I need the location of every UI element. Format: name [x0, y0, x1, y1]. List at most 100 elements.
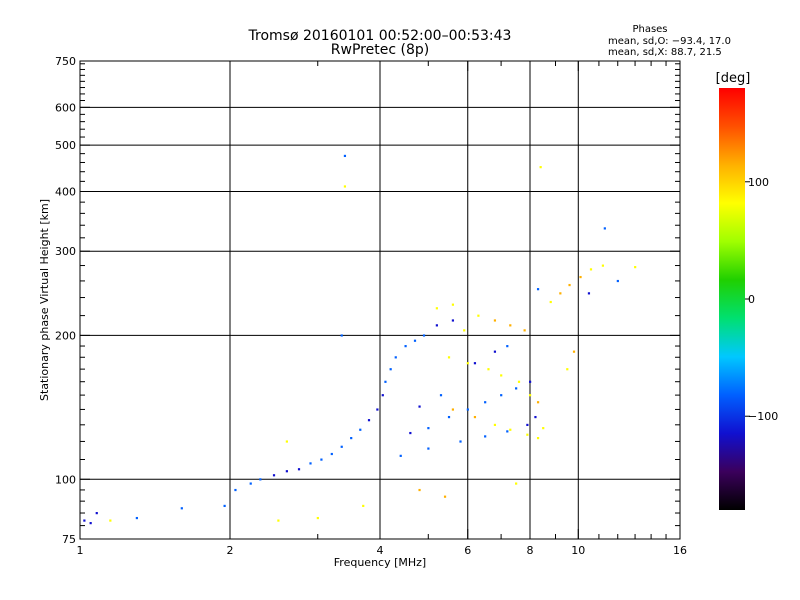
scatter-point-x	[536, 401, 540, 404]
scatter-point-x	[559, 292, 562, 295]
scatter-point-o	[89, 522, 92, 525]
y-tick-label: 600	[55, 101, 76, 114]
x-tick-label: 1	[77, 544, 84, 557]
scatter-point-o	[180, 507, 183, 510]
chart-subtitle: RwPretec (8p)	[331, 42, 429, 58]
scatter-point-x	[473, 415, 477, 419]
scatter-point-o	[223, 504, 226, 508]
x-tick-label: 4	[377, 544, 384, 557]
scatter-point-x	[451, 303, 455, 306]
x-tick-label: 8	[527, 544, 534, 557]
axis-ticks	[80, 61, 680, 539]
scatter-point-x	[517, 380, 521, 383]
y-tick-label: 300	[55, 245, 76, 258]
scatter-point-o	[473, 362, 477, 365]
scatter-point-x	[500, 374, 503, 377]
scatter-point-o	[384, 380, 387, 383]
scatter-point-o	[603, 227, 606, 230]
scatter-point-o	[529, 380, 532, 383]
scatter-point-x	[493, 319, 497, 322]
scatter-point-o	[285, 470, 288, 473]
stats-line-o: mean, sd,O: −93.4, 17.0	[608, 36, 731, 47]
scatter-point-o	[506, 430, 509, 433]
scatter-point-o	[427, 427, 430, 430]
scatter-point-x	[362, 504, 365, 508]
scatter-point-x	[435, 307, 438, 310]
scatter-point-o	[95, 512, 98, 515]
colorbar-tick-label: 100	[748, 176, 769, 189]
stats-line-x: mean, sd,X: 88.7, 21.5	[608, 47, 722, 58]
y-tick-label: 750	[55, 55, 76, 68]
scatter-point-o	[343, 154, 347, 158]
scatter-point-o	[459, 440, 462, 443]
scatter-point-o	[330, 452, 333, 456]
x-axis-label: Frequency [MHz]	[334, 556, 426, 569]
scatter-point-o	[439, 394, 443, 397]
scatter-point-x	[566, 368, 569, 371]
y-tick-label: 400	[55, 185, 76, 198]
scatter-point-x	[509, 324, 512, 327]
y-tick-label: 200	[55, 329, 76, 342]
scatter-point-x	[109, 519, 112, 522]
scatter-point-o	[435, 324, 438, 327]
scatter-point-x	[515, 482, 518, 485]
scatter-point-x	[509, 428, 512, 431]
scatter-point-o	[350, 436, 353, 440]
scatter-point-x	[539, 166, 542, 169]
scatter-point-o	[135, 516, 138, 520]
scatter-point-o	[451, 319, 455, 322]
scatter-point-o	[359, 428, 362, 431]
scatter-point-o	[404, 345, 407, 348]
scatter-point-x	[343, 185, 347, 188]
x-tick-label: 16	[673, 544, 687, 557]
y-tick-labels: 75 100 200 300 400 500 600 750	[55, 55, 76, 546]
scatter-point-x	[536, 436, 540, 440]
x-tick-labels: 1 2 4 6 8 10 16	[77, 544, 688, 557]
scatter-point-o	[297, 468, 301, 471]
scatter-point-x	[542, 427, 545, 430]
scatter-point-o	[422, 334, 426, 337]
y-tick-label: 500	[55, 139, 76, 152]
scatter-point-o	[616, 279, 619, 283]
scatter-point-x	[418, 488, 421, 492]
scatter-point-o	[493, 350, 497, 353]
scatter-point-x	[634, 266, 637, 269]
scatter-point-o	[376, 408, 379, 411]
scatter-point-o	[320, 458, 323, 461]
scatter-point-o	[500, 394, 503, 397]
scatter-point-x	[285, 440, 288, 443]
scatter-point-o	[394, 356, 397, 359]
scatter-point-x	[526, 433, 529, 436]
scatter-point-x	[316, 516, 319, 520]
scatter-point-o	[526, 423, 529, 427]
scatter-point-x	[447, 356, 451, 359]
colorbar-tick-label: 0	[748, 293, 755, 306]
scatter-point-o	[309, 462, 312, 465]
scatter-point-o	[447, 415, 451, 419]
colorbar	[719, 88, 745, 510]
colorbar-tick-label: −100	[748, 410, 778, 423]
scatter-point-o	[367, 419, 371, 422]
scatter-point-x	[487, 368, 490, 371]
scatter-point-o	[506, 345, 509, 348]
scatter-point-o	[409, 431, 412, 435]
scatter-point-o	[418, 405, 421, 408]
scatter-point-o	[83, 519, 86, 522]
scatter-point-x	[443, 495, 447, 498]
scatter-point-o	[587, 292, 591, 295]
scatter-point-o	[536, 288, 540, 291]
scatter-point-o	[340, 445, 343, 448]
scatter-point-x	[477, 314, 480, 317]
scatter-point-x	[466, 362, 469, 365]
x-tick-label: 10	[571, 544, 585, 557]
scatter-point-x	[277, 519, 280, 522]
scatter-point-o	[413, 339, 417, 342]
scatter-point-x	[529, 394, 532, 397]
x-tick-label: 6	[464, 544, 471, 557]
scatter-point-o	[466, 408, 469, 411]
y-tick-label: 100	[55, 473, 76, 486]
scatter-points	[83, 154, 637, 525]
scatter-point-o	[484, 401, 487, 404]
scatter-point-x	[572, 350, 576, 353]
